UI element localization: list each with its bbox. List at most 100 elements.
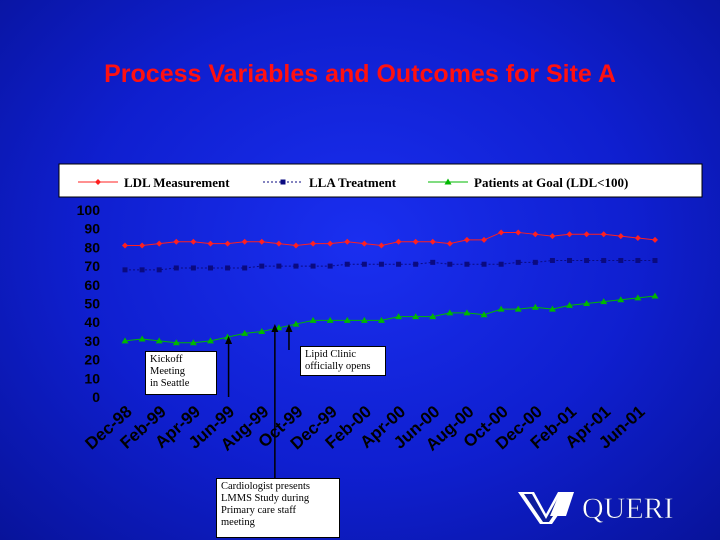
- data-point: [548, 305, 556, 312]
- data-point: [122, 242, 128, 249]
- data-point: [190, 265, 196, 271]
- y-tick-label: 70: [84, 258, 100, 274]
- y-tick-label: 60: [84, 277, 100, 293]
- data-point: [122, 267, 128, 273]
- data-point: [258, 328, 266, 335]
- annotation-arrows: [225, 324, 293, 481]
- data-point: [156, 240, 163, 247]
- data-point: [481, 236, 488, 243]
- data-point: [498, 229, 505, 236]
- data-point: [515, 259, 521, 265]
- data-point: [172, 339, 180, 346]
- series-line: [124, 295, 656, 344]
- data-point: [139, 242, 146, 249]
- data-point: [224, 240, 231, 247]
- data-point: [327, 263, 333, 269]
- data-point: [310, 240, 317, 247]
- data-point: [498, 261, 504, 267]
- data-point: [652, 236, 658, 243]
- data-point: [327, 240, 334, 247]
- data-point: [446, 240, 453, 247]
- y-tick-label: 40: [84, 314, 100, 330]
- y-tick-label: 100: [77, 202, 101, 218]
- data-point: [361, 261, 367, 267]
- y-tick-label: 90: [84, 221, 100, 237]
- data-point: [395, 313, 403, 320]
- legend-label: LLA Treatment: [309, 175, 397, 190]
- data-point: [600, 231, 607, 238]
- legend: LDL Measurement LLA Treatment Patients at …: [78, 175, 628, 190]
- data-point: [617, 296, 625, 303]
- data-point: [275, 240, 282, 247]
- data-point: [429, 313, 437, 320]
- data-point: [396, 261, 402, 267]
- data-point: [412, 313, 420, 320]
- data-point: [618, 257, 624, 263]
- data-point: [549, 257, 555, 263]
- cardiologist-arrow-head: [271, 324, 279, 332]
- data-point: [583, 300, 591, 306]
- data-point: [515, 229, 522, 236]
- data-point: [446, 309, 454, 316]
- data-point: [207, 265, 213, 271]
- kickoff-annotation: Kickoff Meeting in Seattle: [145, 351, 217, 395]
- data-point: [344, 261, 350, 267]
- y-tick-label: 30: [84, 333, 100, 349]
- data-point: [463, 309, 471, 316]
- y-tick-label: 10: [84, 370, 100, 386]
- data-point: [189, 339, 197, 346]
- data-point: [652, 257, 658, 263]
- data-point: [309, 316, 317, 323]
- data-point: [173, 265, 179, 271]
- data-point: [464, 261, 470, 267]
- data-point: [481, 261, 487, 267]
- data-point: [651, 292, 659, 299]
- data-point: [531, 303, 539, 310]
- legend-marker: [444, 178, 452, 185]
- data-point: [155, 337, 163, 344]
- y-tick-label: 80: [84, 239, 100, 255]
- data-point: [292, 242, 299, 249]
- data-point: [361, 240, 368, 247]
- series-line: [125, 231, 656, 247]
- data-point: [156, 267, 162, 273]
- data-point: [242, 265, 248, 271]
- data-point: [326, 316, 334, 323]
- kickoff-arrow-head: [225, 336, 233, 344]
- legend-label: Patients at Goal (LDL<100): [474, 175, 628, 190]
- data-point: [601, 257, 607, 263]
- data-point: [276, 263, 282, 269]
- data-point: [292, 320, 300, 327]
- data-point: [343, 316, 351, 323]
- data-point: [549, 233, 556, 240]
- data-point: [412, 238, 419, 245]
- data-point: [566, 231, 573, 238]
- lipid-clinic-arrow-head: [285, 324, 293, 332]
- data-point: [413, 261, 419, 267]
- legend-label: LDL Measurement: [124, 175, 230, 190]
- data-point: [275, 324, 283, 331]
- series-layer: [121, 229, 659, 346]
- y-axis: 0 10 20 30 40 50 60 70 80 90 100: [77, 202, 101, 405]
- data-point: [532, 231, 539, 238]
- y-tick-label: 50: [84, 296, 100, 312]
- cardiologist-annotation: Cardiologist presents LMMS Study during …: [216, 478, 340, 538]
- data-point: [206, 337, 214, 344]
- slide-title: Process Variables and Outcomes for Site …: [104, 60, 616, 88]
- data-point: [532, 259, 538, 265]
- data-point: [378, 261, 384, 267]
- data-point: [634, 235, 641, 242]
- data-point: [617, 233, 624, 240]
- data-point: [377, 316, 385, 323]
- data-point: [310, 263, 316, 269]
- data-point: [225, 265, 231, 271]
- lipid-clinic-annotation: Lipid Clinic officially opens: [300, 346, 386, 376]
- data-point: [430, 259, 436, 265]
- data-point: [138, 335, 146, 342]
- va-logo-icon: QUERI: [518, 492, 674, 525]
- legend-box: [58, 163, 703, 198]
- data-point: [293, 263, 299, 269]
- data-point: [635, 257, 641, 263]
- data-point: [344, 238, 351, 245]
